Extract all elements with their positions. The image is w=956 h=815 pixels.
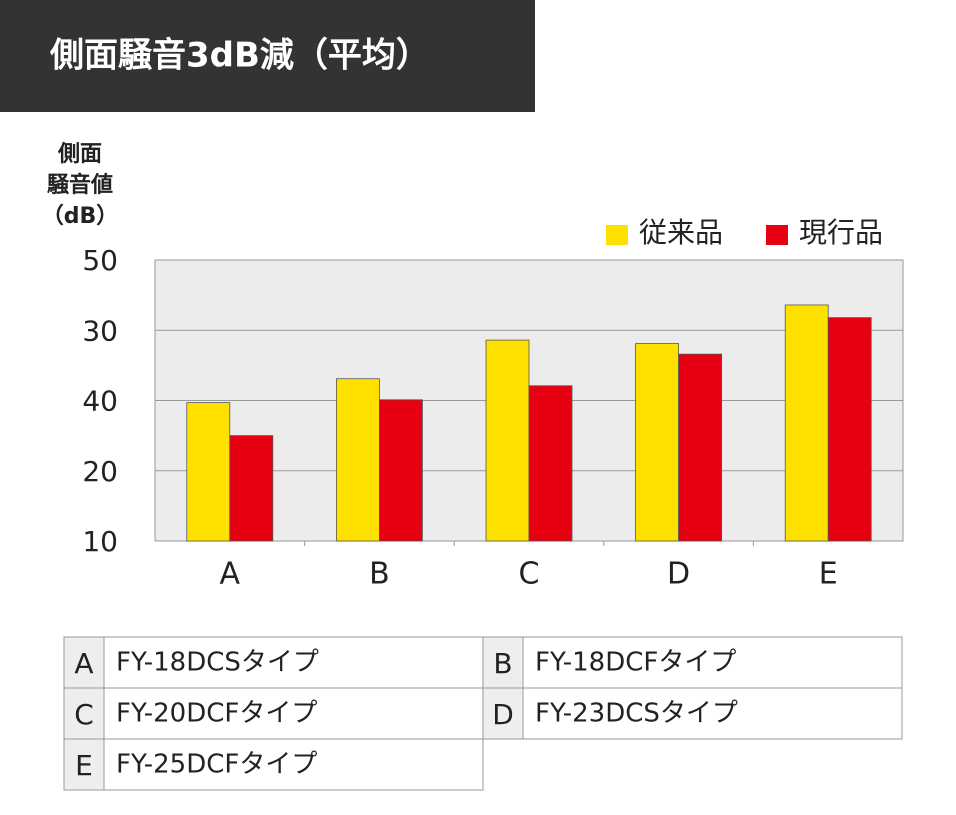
table-name-cell (103, 738, 484, 791)
y-axis-label: 側面 (57, 142, 102, 167)
bar (528, 385, 573, 542)
legend-swatch (606, 225, 628, 245)
bar (229, 435, 274, 542)
table-name: FY-18DCFタイプ (535, 648, 736, 678)
table-code: C (74, 698, 94, 731)
y-tick-label: 20 (82, 455, 118, 488)
bar (635, 343, 679, 542)
bar (378, 399, 423, 542)
chart-title: 側面騒音3dB減（平均） (49, 36, 430, 76)
y-tick-label: 10 (82, 525, 118, 558)
table-name-cell (522, 687, 903, 740)
table-code: D (492, 698, 514, 731)
table-name: FY-25DCFタイプ (116, 750, 317, 780)
legend-label: 従来品 (639, 216, 723, 249)
table-code-cell (63, 738, 105, 791)
x-tick-label: D (667, 557, 690, 592)
bar (827, 317, 872, 542)
bar (485, 339, 530, 542)
y-tick-label: 30 (82, 314, 118, 347)
y-tick-label: 40 (82, 385, 118, 418)
table-name-cell (103, 687, 484, 740)
bar (186, 402, 231, 542)
table-name: FY-20DCFタイプ (116, 699, 317, 729)
y-axis-label: 騒音値 (47, 172, 113, 198)
bar (678, 353, 722, 542)
table-code-cell (482, 636, 524, 689)
title-box (0, 0, 535, 112)
bar (335, 378, 380, 542)
table-code: B (493, 647, 512, 680)
y-tick-label: 50 (82, 244, 118, 277)
table-name: FY-18DCSタイプ (116, 648, 319, 678)
y-axis-label: （dB） (42, 204, 119, 229)
legend-label: 現行品 (799, 216, 883, 249)
x-tick-label: A (220, 557, 241, 592)
table-code: A (74, 647, 93, 680)
legend-swatch (766, 225, 788, 245)
table-code: E (75, 749, 93, 782)
table-name-cell (103, 636, 484, 689)
x-tick-label: E (819, 557, 838, 592)
x-tick-label: B (369, 557, 390, 592)
table-name: FY-23DCSタイプ (535, 699, 738, 729)
bar (784, 304, 829, 542)
table-code-cell (63, 636, 105, 689)
x-tick-label: C (519, 557, 540, 592)
